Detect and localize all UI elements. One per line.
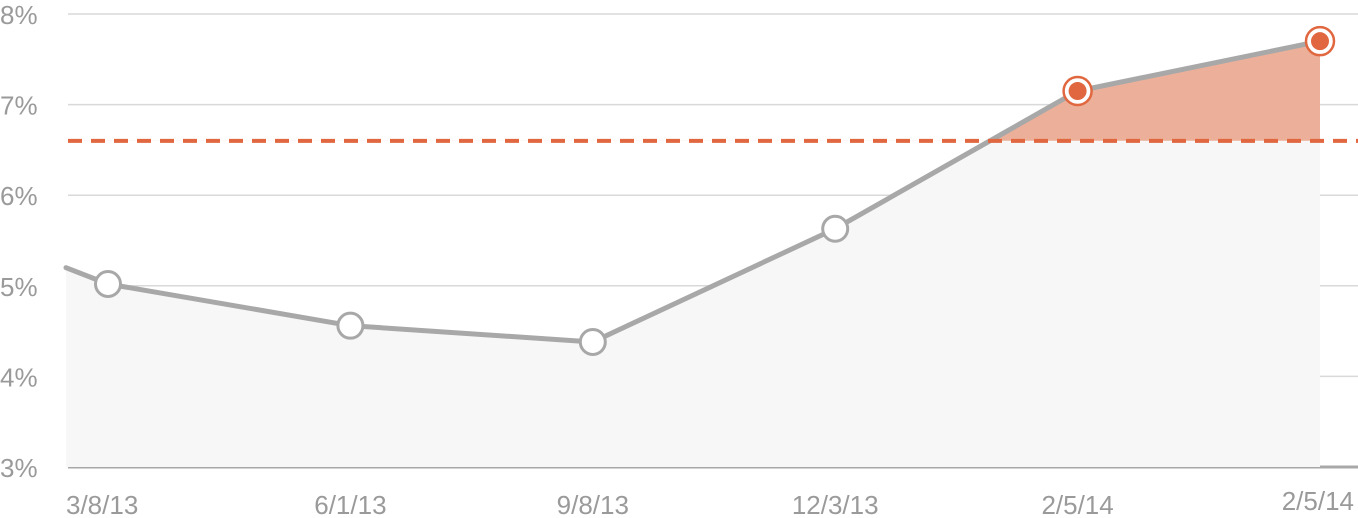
data-point-1 <box>336 311 365 340</box>
data-point-0 <box>94 269 122 298</box>
x-tick-label-4: 2/5/14 <box>1041 490 1113 518</box>
data-point-2 <box>578 327 607 356</box>
above-threshold-area <box>989 41 1320 141</box>
data-points <box>94 25 1336 356</box>
y-tick-label-6: 6% <box>0 181 38 211</box>
data-point-dot-5 <box>1311 32 1329 51</box>
data-point-highlighted-5 <box>1304 25 1336 57</box>
data-point-highlighted-4 <box>1062 75 1093 107</box>
x-tick-label-1: 6/1/13 <box>314 490 386 518</box>
x-tick-label-2: 9/8/13 <box>557 490 629 518</box>
data-point-3 <box>821 214 850 243</box>
area-layer <box>66 41 1320 468</box>
y-tick-label-7: 7% <box>0 91 38 121</box>
x-tick-label-0: 3/8/13 <box>66 490 138 518</box>
y-tick-label-5: 5% <box>0 272 38 302</box>
data-point-dot-4 <box>1068 82 1087 101</box>
y-tick-label-8: 8% <box>0 0 38 30</box>
area-fill <box>66 41 1320 468</box>
y-tick-label-3: 3% <box>0 453 38 483</box>
y-tick-label-4: 4% <box>0 362 38 392</box>
x-tick-label-3: 12/3/13 <box>792 490 879 518</box>
x-tick-label-5: 2/5/14 <box>1282 486 1354 516</box>
